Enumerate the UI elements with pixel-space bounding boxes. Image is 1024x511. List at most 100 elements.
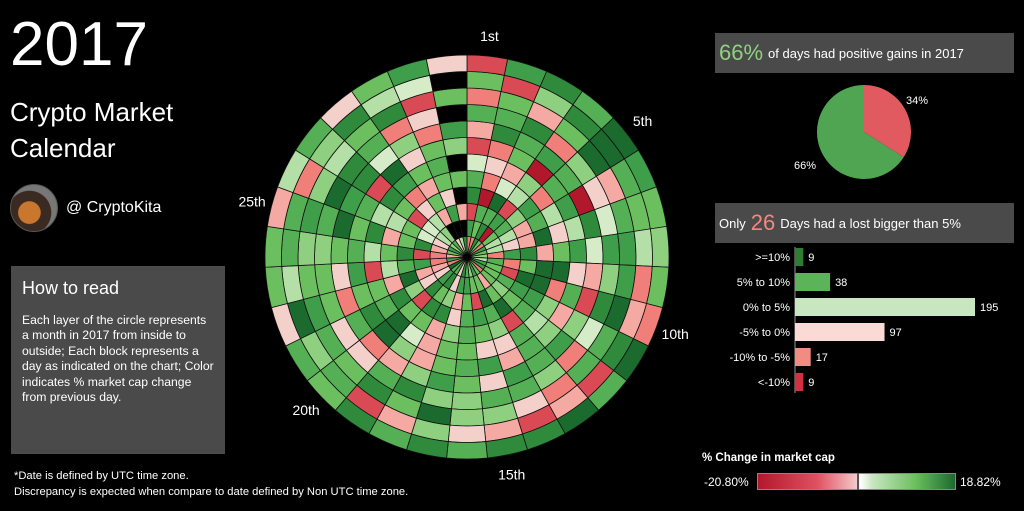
big-loss-banner: Only 26 Days had a lost bigger than 5% [715, 203, 1014, 243]
day-cell [572, 90, 614, 130]
day-cell [609, 197, 635, 235]
day-cell [295, 117, 334, 160]
day-cell [469, 245, 487, 257]
day-cell [501, 237, 521, 252]
day-cell [466, 104, 499, 125]
day-cell [369, 201, 395, 228]
pie-slice-label: 34% [906, 95, 928, 107]
day-cell [478, 226, 495, 244]
day-cell [388, 287, 413, 311]
day-cell [468, 239, 483, 255]
day-cell [392, 375, 427, 404]
day-cell [466, 186, 482, 206]
day-cell [598, 263, 620, 296]
day-cell [566, 261, 587, 288]
legend-title: % Change in market cap [702, 452, 835, 464]
day-cell [448, 274, 462, 293]
day-cell [431, 284, 450, 305]
day-cell [466, 87, 502, 109]
day-cell [646, 265, 670, 309]
day-cell [407, 208, 429, 230]
day-cell [474, 222, 489, 241]
day-cell [471, 307, 489, 328]
day-cell [446, 257, 464, 267]
day-cell [446, 253, 464, 259]
day-cell [532, 226, 553, 247]
day-cell [451, 220, 464, 239]
day-cell [555, 339, 589, 374]
day-cell [493, 219, 513, 238]
bar-value-label: 9 [808, 252, 814, 264]
day-cell [508, 280, 531, 301]
day-cell [522, 309, 550, 336]
day-cell [480, 171, 502, 194]
positive-days-pct: 66% [719, 40, 764, 65]
day-cell [309, 128, 346, 169]
day-cell [507, 146, 536, 174]
day-cell [497, 198, 519, 221]
day-cell [425, 370, 456, 393]
day-cell [368, 418, 412, 451]
day-cell [584, 235, 604, 265]
day-cell [587, 369, 628, 411]
day-cell [565, 151, 597, 186]
day-cell [512, 299, 536, 324]
day-cell [449, 242, 465, 256]
day-cell [379, 185, 405, 212]
day-cell [435, 104, 468, 125]
day-cell [493, 107, 528, 133]
day-cell [306, 369, 347, 411]
day-cell [459, 309, 475, 328]
day-cell [439, 120, 468, 141]
day-cell [410, 309, 434, 334]
day-cell [376, 404, 417, 435]
day-cell [470, 249, 488, 257]
day-cell [541, 174, 569, 204]
day-cell [360, 86, 401, 119]
day-cell [511, 219, 534, 239]
day-cell [464, 260, 470, 278]
bar-value-label: 97 [890, 327, 902, 339]
day-cell [466, 170, 485, 189]
day-cell [529, 274, 552, 296]
day-cell [388, 131, 421, 160]
day-cell [623, 149, 657, 194]
day-label: 5th [633, 113, 652, 129]
legend-min: -20.80% [704, 475, 749, 489]
day-cell [379, 116, 414, 146]
day-cell [544, 278, 568, 303]
day-cell [330, 262, 352, 292]
day-cell [454, 359, 480, 377]
day-cell [649, 225, 670, 268]
day-cell [594, 203, 619, 237]
day-cell [487, 212, 507, 233]
day-cell [600, 117, 639, 160]
day-cell [553, 193, 580, 222]
day-cell [415, 402, 453, 426]
day-cell [469, 258, 484, 274]
day-cell [497, 228, 518, 245]
day-cell [600, 233, 620, 266]
day-cell [427, 212, 447, 233]
day-cell [446, 441, 488, 460]
day-cell [412, 123, 444, 148]
day-cell [475, 339, 499, 360]
calendar-cells [264, 54, 670, 460]
day-cell [351, 162, 381, 195]
day-cell [533, 86, 574, 119]
day-cell [470, 253, 488, 259]
day-cell [408, 346, 437, 372]
day-cell [544, 329, 576, 361]
day-cell [299, 330, 334, 372]
day-cell [367, 359, 402, 391]
day-cell [286, 298, 316, 340]
day-cell [520, 116, 555, 146]
day-cell [468, 237, 480, 255]
day-cell [469, 242, 485, 256]
day-cell [416, 332, 442, 356]
day-cell [502, 258, 521, 271]
day-cell [497, 346, 526, 372]
day-cell [617, 230, 637, 266]
how-to-read-panel: How to read Each layer of the circle rep… [11, 266, 225, 454]
day-cell [630, 265, 653, 304]
